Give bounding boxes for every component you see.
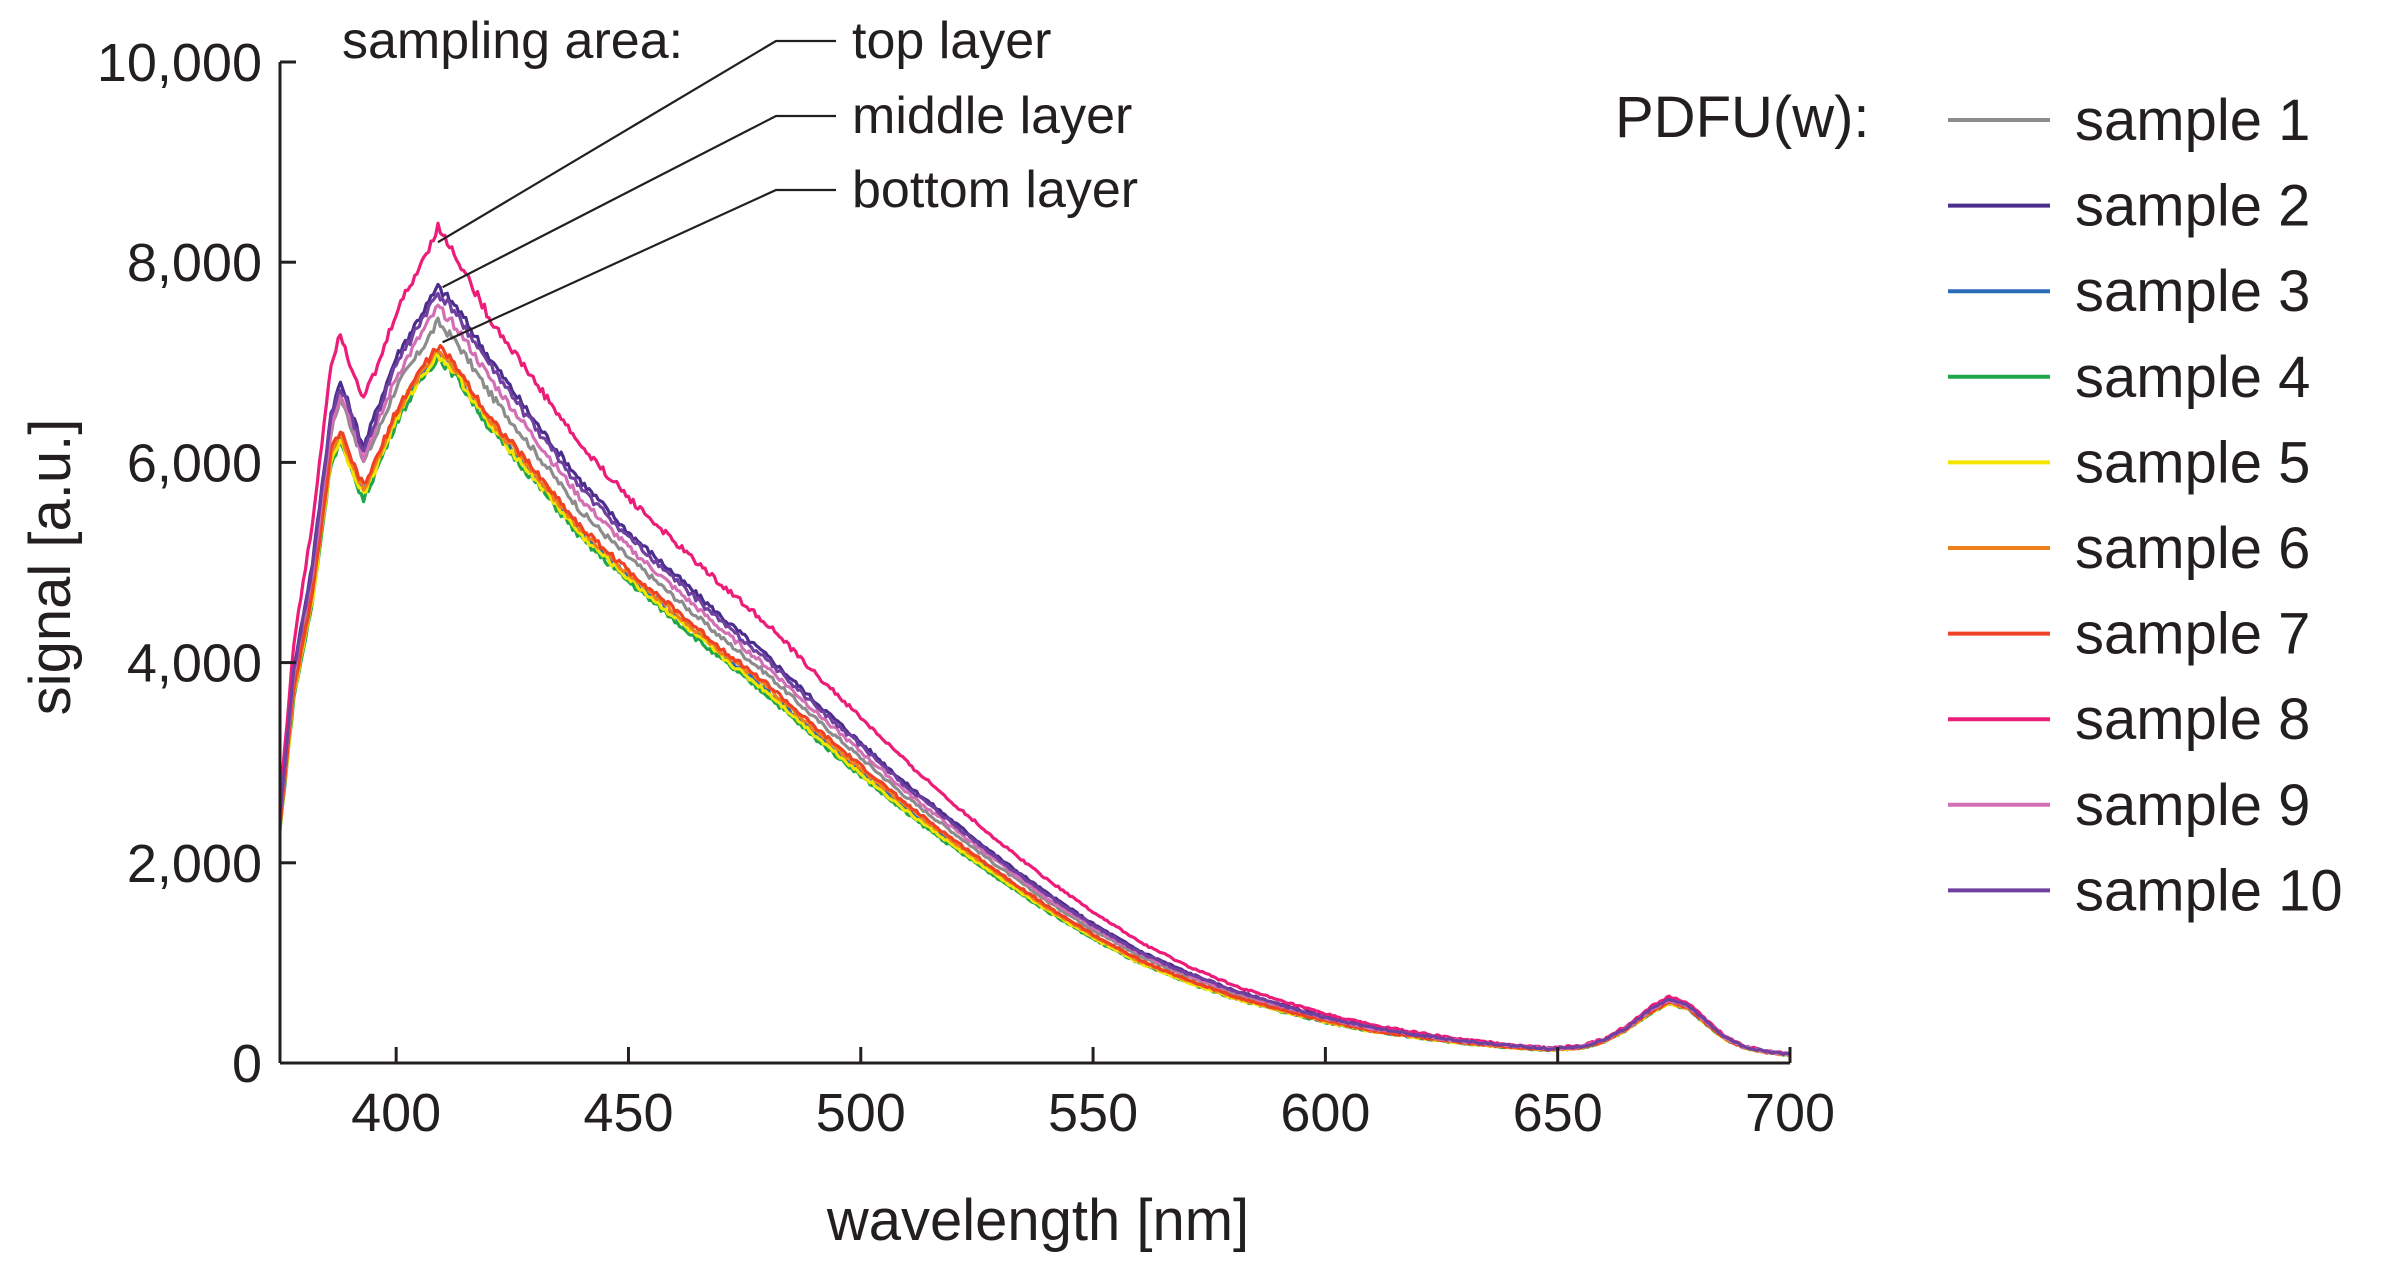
- series-line-sample-1: [278, 316, 1791, 1057]
- legend-entry-label: sample 1: [2075, 88, 2310, 153]
- y-tick-label: 0: [232, 1034, 262, 1094]
- legend-entry-label: sample 5: [2075, 430, 2310, 495]
- series-line-sample-8: [278, 221, 1791, 1056]
- legend-entry-label: sample 9: [2075, 773, 2310, 838]
- series-layer: [278, 221, 1791, 1058]
- series-line-sample-6: [278, 349, 1791, 1057]
- y-tick-label: 2,000: [127, 834, 262, 894]
- series-line-sample-10: [278, 291, 1791, 1057]
- y-axis-title: signal [a.u.]: [18, 419, 83, 716]
- x-tick-label: 650: [1513, 1083, 1603, 1143]
- y-tick-label: 6,000: [127, 433, 262, 493]
- x-tick-label: 600: [1280, 1083, 1370, 1143]
- x-tick-label: 400: [351, 1083, 441, 1143]
- series-line-sample-5: [278, 352, 1791, 1058]
- series-line-sample-7: [278, 344, 1791, 1057]
- legend-entry-label: sample 8: [2075, 687, 2310, 752]
- y-tick-label: 10,000: [97, 33, 262, 93]
- x-tick-label: 550: [1048, 1083, 1138, 1143]
- x-tick-label: 450: [583, 1083, 673, 1143]
- legend-title: PDFU(w):: [1615, 85, 1870, 150]
- legend-entry-label: sample 4: [2075, 345, 2310, 410]
- legend-entry-label: sample 10: [2075, 858, 2343, 923]
- x-tick-label: 700: [1745, 1083, 1835, 1143]
- legend: PDFU(w): sample 1 sample 2 sample 3 sample …: [1615, 85, 2343, 923]
- annotation-heading: sampling area:: [342, 12, 683, 70]
- annotation-leader-line: [437, 39, 836, 244]
- x-axis-title: wavelength [nm]: [826, 1188, 1249, 1253]
- annotation-label: bottom layer: [852, 161, 1138, 219]
- series-line-sample-3: [278, 349, 1791, 1057]
- y-tick-label: 4,000: [127, 634, 262, 694]
- sampling-area-annotation: sampling area: top layer middle layer bott…: [342, 12, 1138, 344]
- annotation-label: middle layer: [852, 87, 1132, 145]
- legend-entry-label: sample 2: [2075, 174, 2310, 239]
- y-tick-label: 8,000: [127, 233, 262, 293]
- legend-entry-label: sample 7: [2075, 602, 2310, 667]
- x-tick-label: 500: [816, 1083, 906, 1143]
- annotation-label: top layer: [852, 12, 1051, 70]
- series-line-sample-4: [278, 355, 1791, 1057]
- annotation-leader-line: [442, 114, 836, 289]
- legend-entry-label: sample 3: [2075, 259, 2310, 324]
- annotation-leader-line: [442, 188, 836, 344]
- legend-entry-label: sample 6: [2075, 516, 2310, 581]
- axes-layer: 400 450 500 550 600 650 700 0 2,000 4,000 6,000 8,0…: [97, 33, 1835, 1143]
